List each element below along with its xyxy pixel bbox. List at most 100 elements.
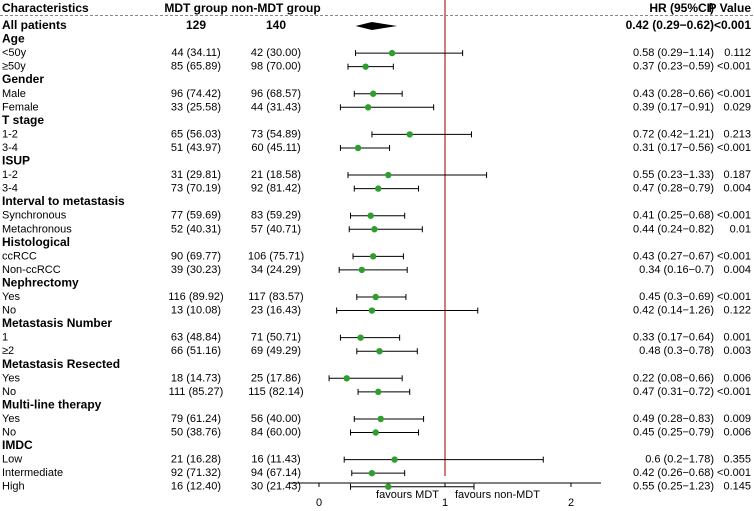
table-row: Non-ccRCC 39 (30.23) 34 (24.29) 0.34 (0.16−… — [2, 264, 751, 276]
mdt-value: 77 (59.69) — [171, 210, 221, 222]
hr-ci-value: 0.44 (0.24−0.82) — [633, 223, 714, 235]
mdt-value: 21 (16.28) — [171, 454, 221, 466]
p-value: 0.355 — [723, 454, 751, 466]
hr-ci-value: 0.42 (0.29−0.62) — [626, 18, 714, 32]
table-row: 3-4 73 (70.19) 92 (81.42) 0.47 (0.28−0.79) 0… — [2, 183, 751, 195]
non-mdt-value: 84 (60.00) — [251, 427, 301, 439]
table-row: Synchronous 77 (59.69) 83 (59.29) 0.41 (0.2… — [2, 210, 751, 222]
hr-ci-value: 0.33 (0.17−0.64) — [633, 332, 714, 344]
p-value: 0.145 — [723, 481, 751, 493]
non-mdt-value: 42 (30.00) — [251, 47, 301, 59]
x-tick-label: 1 — [442, 497, 448, 509]
row-label: No — [2, 305, 16, 317]
hr-ci-value: 0.42 (0.26−0.68) — [633, 467, 714, 479]
group-label: Nephrectomy — [2, 275, 79, 289]
group-label: IMDC — [2, 438, 33, 452]
mdt-value: 65 (56.03) — [171, 128, 221, 140]
row-label: ≥50y — [2, 61, 26, 73]
table-row: ≥2 66 (51.16) 69 (49.29) 0.48 (0.3−0.78) 0.0… — [2, 345, 751, 357]
hr-ci-value: 0.45 (0.3−0.69) — [639, 291, 714, 303]
hr-point — [368, 469, 376, 477]
mdt-value: 96 (74.42) — [171, 88, 221, 100]
mdt-value: 51 (43.97) — [171, 142, 221, 154]
group-row: Gender — [2, 72, 44, 86]
x-tick-label: 2 — [568, 497, 574, 509]
p-value: 0.006 — [723, 427, 751, 439]
non-mdt-value: 69 (49.29) — [251, 345, 301, 357]
hr-ci-value: 0.34 (0.16−0.7) — [639, 264, 714, 276]
hr-point — [372, 429, 379, 436]
table-row: <50y 44 (34.11) 42 (30.00) 0.58 (0.29−1.14)… — [2, 47, 751, 59]
table-row: No 50 (38.76) 84 (60.00) 0.45 (0.25−0.79) 0.… — [2, 427, 751, 439]
p-value: 0.213 — [723, 128, 751, 140]
non-mdt-value: 30 (21.43) — [251, 481, 301, 493]
p-value: 0.001 — [723, 332, 751, 344]
hr-ci-value: 0.45 (0.25−0.79) — [633, 427, 714, 439]
group-row: Multi-line therapy — [2, 397, 102, 411]
row-label: 1-2 — [2, 169, 18, 181]
mdt-value: 33 (25.58) — [171, 101, 221, 113]
p-value: <0.001 — [717, 61, 751, 73]
non-mdt-value: 98 (70.00) — [251, 61, 301, 73]
mdt-value: 92 (71.32) — [171, 467, 221, 479]
hr-ci-value: 0.47 (0.31−0.72) — [633, 386, 714, 398]
row-label: Yes — [2, 291, 20, 303]
hr-ci-value: 0.55 (0.25−1.23) — [633, 481, 714, 493]
mdt-value: 129 — [186, 18, 206, 32]
mdt-value: 52 (40.31) — [171, 223, 221, 235]
hr-point — [358, 266, 366, 274]
row-label: Synchronous — [2, 210, 67, 222]
table-row: High 16 (12.40) 30 (21.43) 0.55 (0.25−1.23)… — [2, 481, 751, 493]
row-label: Yes — [2, 372, 20, 384]
p-value: 0.112 — [724, 47, 751, 59]
table-row: Low 21 (16.28) 16 (11.43) 0.6 (0.2−1.78) 0.3… — [2, 454, 751, 466]
p-value: <0.001 — [717, 386, 751, 398]
p-value: <0.001 — [714, 18, 751, 32]
group-label: Histological — [2, 235, 70, 249]
mdt-value: 90 (69.77) — [171, 250, 221, 262]
header-non-mdt-group: non-MDT group — [231, 1, 320, 15]
mdt-value: 111 (85.27) — [169, 386, 224, 398]
p-value: 0.004 — [723, 183, 751, 195]
row-label: High — [2, 481, 25, 493]
group-row: Metastasis Resected — [2, 357, 120, 371]
hr-point — [369, 253, 377, 260]
mdt-value: 66 (51.16) — [171, 345, 221, 357]
overall-label: All patients — [2, 18, 67, 32]
non-mdt-value: 140 — [266, 18, 286, 32]
non-mdt-value: 16 (11.43) — [251, 454, 300, 466]
row-label: Non-ccRCC — [2, 264, 61, 276]
mdt-value: 16 (12.40) — [171, 481, 221, 493]
p-value: <0.001 — [717, 291, 751, 303]
non-mdt-value: 71 (50.71) — [251, 332, 301, 344]
group-row: Histological — [2, 235, 70, 249]
non-mdt-value: 115 (82.14) — [248, 386, 303, 398]
hr-point — [376, 348, 383, 355]
p-value: 0.009 — [723, 413, 751, 425]
row-label: Intermediate — [2, 467, 63, 479]
favours-mdt-label: favours MDT — [376, 489, 439, 501]
non-mdt-value: 56 (40.00) — [251, 413, 301, 425]
mdt-value: 31 (29.81) — [171, 169, 221, 181]
hr-ci-value: 0.55 (0.23−1.33) — [633, 169, 714, 181]
row-label: Metachronous — [2, 223, 72, 235]
hr-ci-value: 0.41 (0.25−0.68) — [633, 210, 714, 222]
group-row: Metastasis Number — [2, 316, 112, 330]
hr-ci-value: 0.39 (0.17−0.91) — [633, 101, 714, 113]
mdt-value: 63 (48.84) — [171, 332, 221, 344]
header-mdt-group: MDT group — [164, 1, 227, 15]
table-row: Yes 18 (14.73) 25 (17.86) 0.22 (0.08−0.66) 0… — [2, 372, 751, 384]
group-row: Nephrectomy — [2, 275, 79, 289]
row-label: Female — [2, 101, 39, 113]
p-value: 0.003 — [723, 345, 751, 357]
hr-point — [385, 483, 392, 490]
group-label: ISUP — [2, 154, 30, 168]
hr-ci-value: 0.49 (0.28−0.83) — [633, 413, 714, 425]
table-row: ≥50y 85 (65.89) 98 (70.00) 0.37 (0.23−0.59)… — [2, 61, 751, 73]
group-row: ISUP — [2, 154, 30, 168]
mdt-value: 13 (10.08) — [171, 305, 221, 317]
row-label: Yes — [2, 413, 20, 425]
hr-point — [377, 415, 384, 423]
hr-point — [357, 334, 364, 341]
p-value: 0.122 — [723, 305, 751, 317]
